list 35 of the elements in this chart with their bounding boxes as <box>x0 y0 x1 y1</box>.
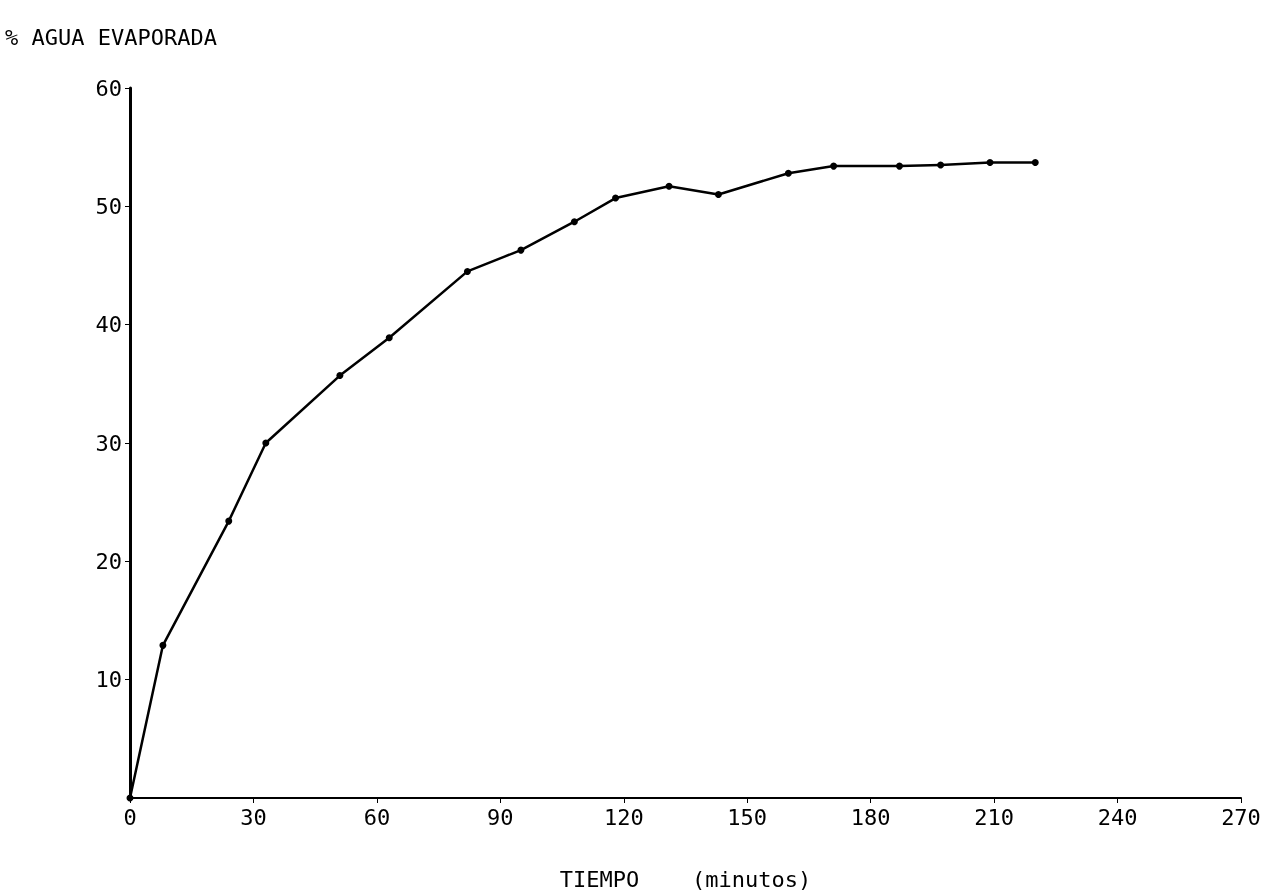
point <box>937 161 945 169</box>
point <box>225 517 233 525</box>
y-tick-label: 30 <box>95 430 122 456</box>
y-tick-label: 60 <box>95 75 122 101</box>
point <box>612 194 620 202</box>
y-axis-title: % AGUA EVAPORADA <box>5 24 217 50</box>
point <box>784 169 792 177</box>
y-tick-label: 50 <box>95 193 122 219</box>
point <box>1031 159 1039 167</box>
x-axis-title: TIEMPO (minutos) <box>559 866 812 892</box>
x-tick-label: 60 <box>363 804 391 830</box>
point <box>986 159 994 167</box>
x-tick-label: 180 <box>850 804 891 830</box>
point <box>517 246 525 254</box>
x-tick-label: 270 <box>1221 804 1261 830</box>
y-tick-label: 20 <box>95 548 122 574</box>
point <box>336 372 344 380</box>
point <box>830 162 838 170</box>
y-tick-label: 40 <box>95 312 122 338</box>
point <box>714 191 722 198</box>
x-tick-label: 90 <box>487 804 514 830</box>
point <box>159 641 167 649</box>
point <box>262 439 270 447</box>
x-tick-label: 210 <box>974 804 1014 830</box>
x-tick-label: 240 <box>1097 804 1138 830</box>
x-tick-label: 150 <box>727 804 768 830</box>
point <box>385 334 393 342</box>
x-tick-label: 30 <box>240 804 267 830</box>
point <box>665 182 673 190</box>
point <box>895 162 903 170</box>
x-tick-label: 120 <box>603 804 644 830</box>
point <box>570 218 578 226</box>
point <box>463 267 471 275</box>
y-tick-label: 10 <box>95 667 122 693</box>
x-tick-label: 0 <box>123 804 137 830</box>
